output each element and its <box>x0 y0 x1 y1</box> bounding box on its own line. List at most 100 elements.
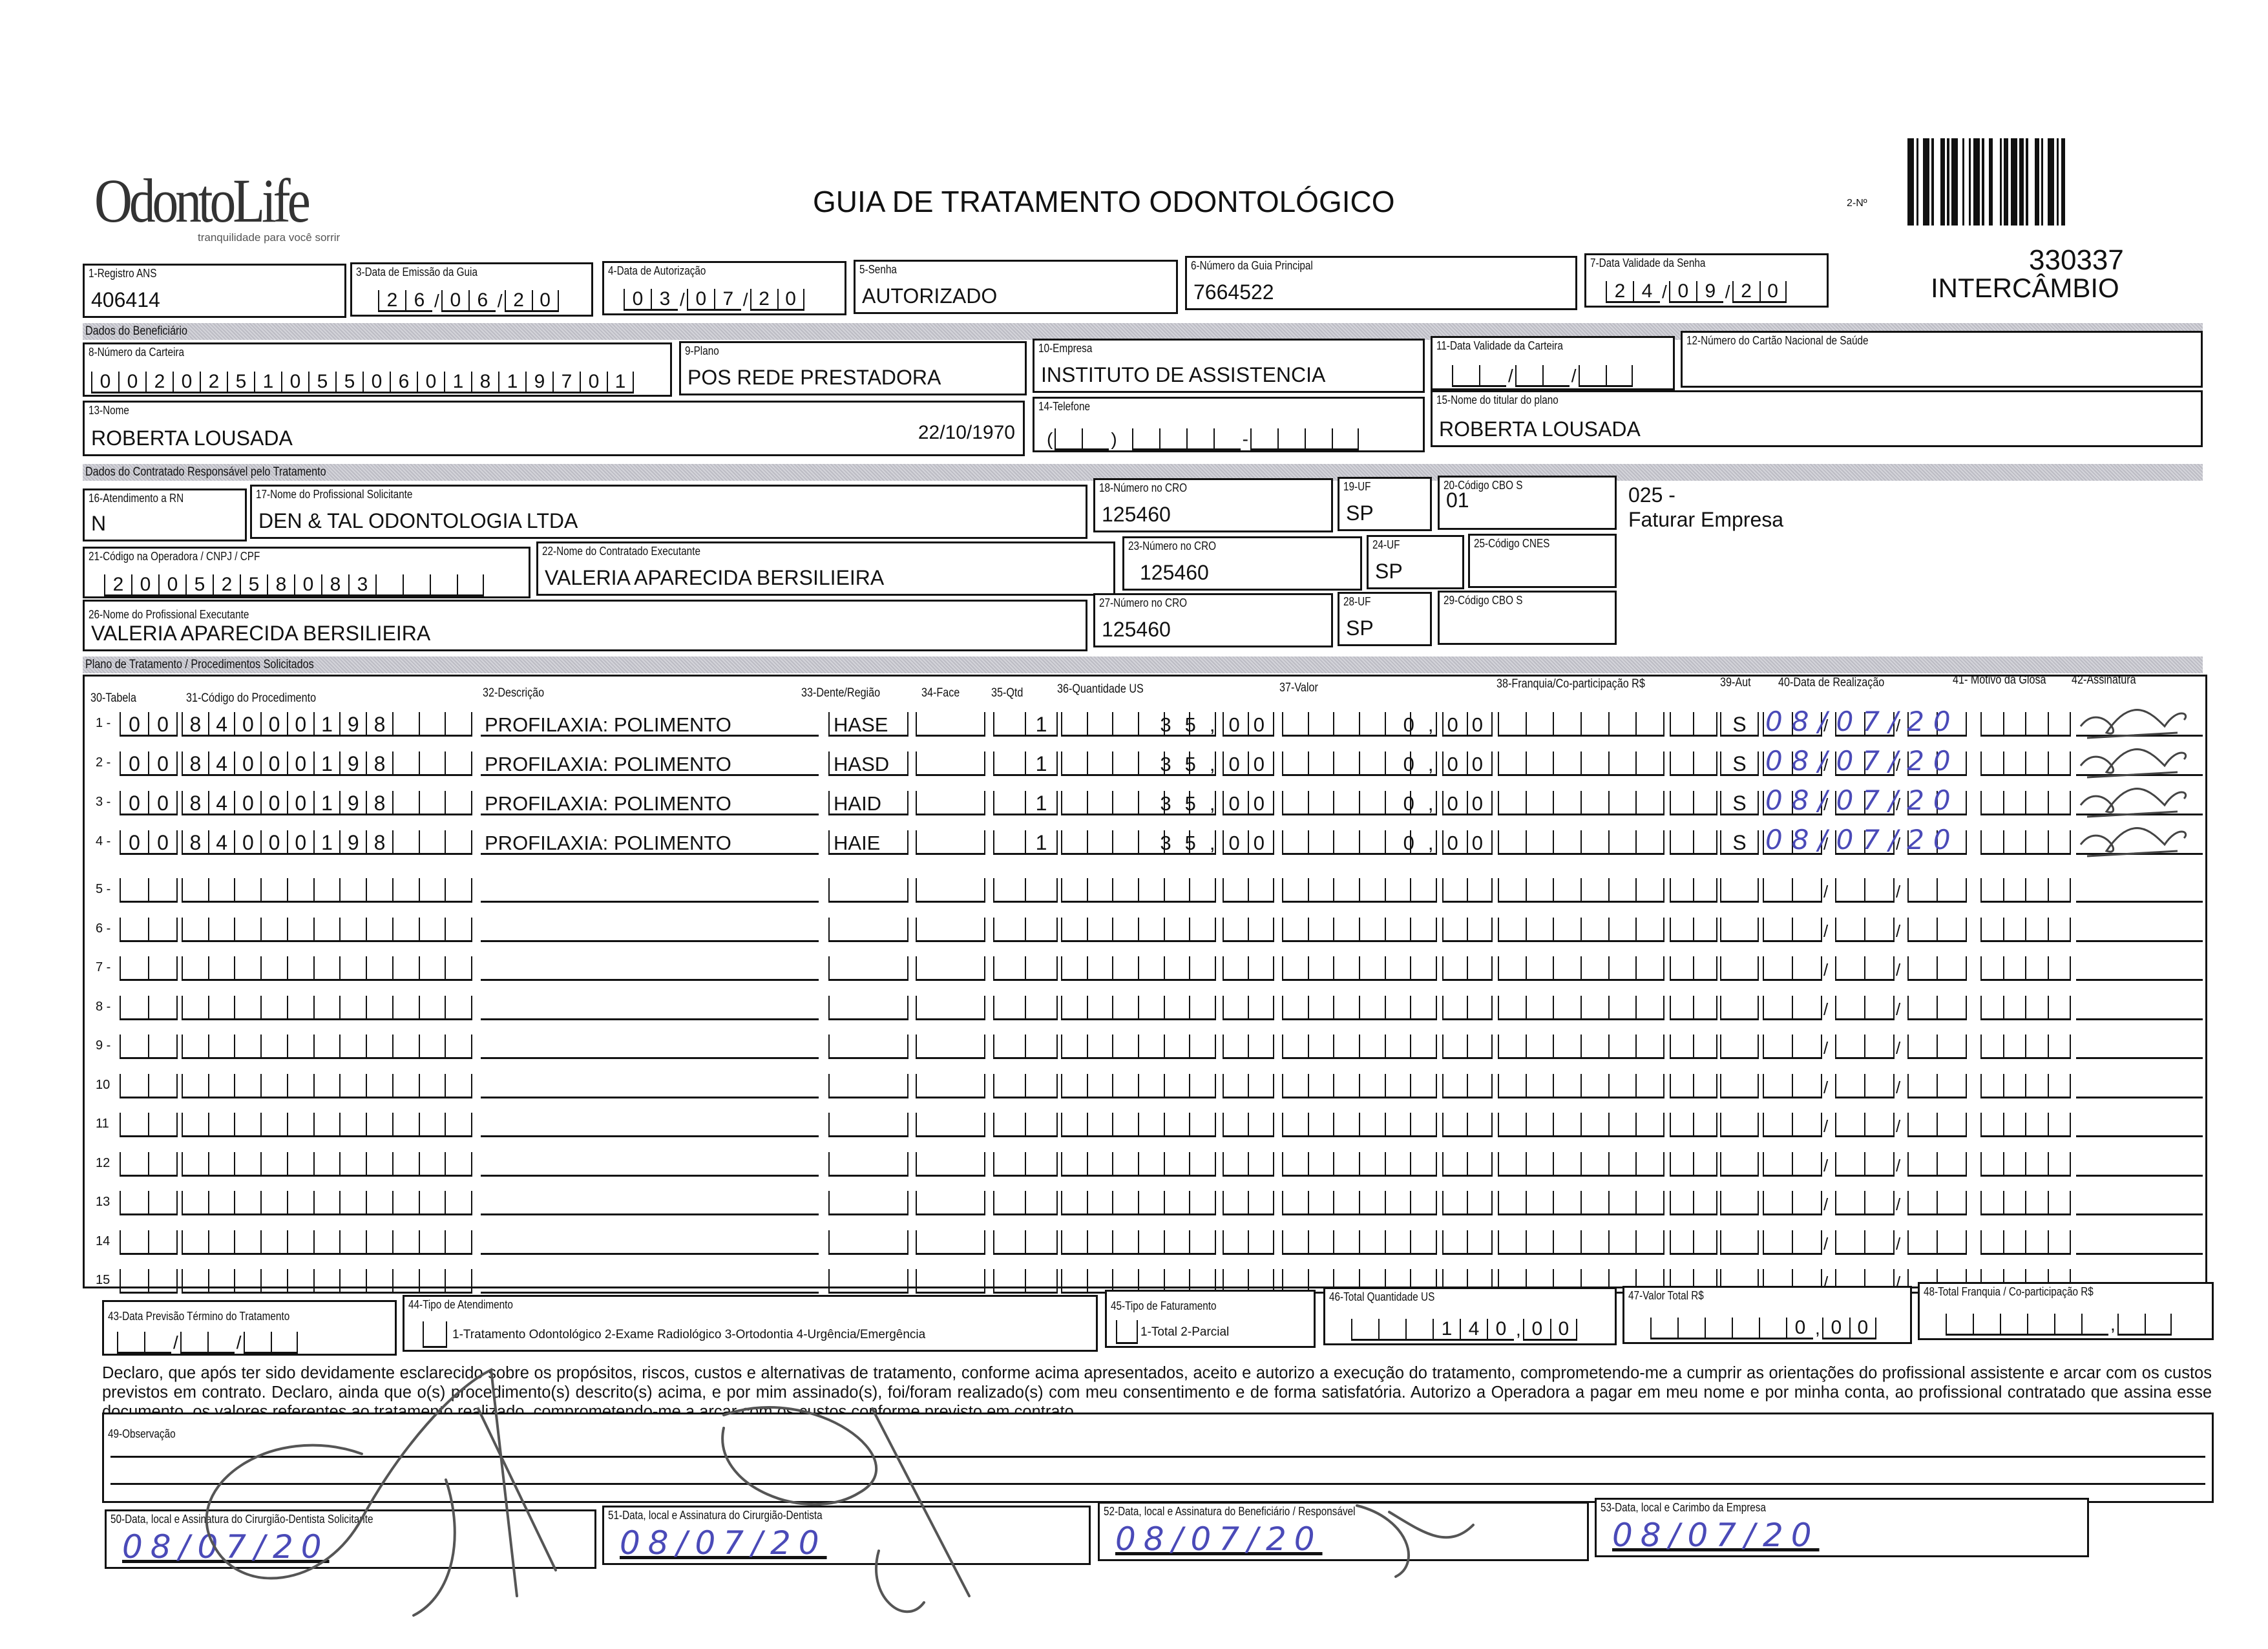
aut-cell[interactable] <box>1720 917 1759 942</box>
face-cell[interactable] <box>916 1113 985 1137</box>
data-realizacao-box[interactable] <box>1763 1073 1822 1098</box>
data-realizacao-box[interactable] <box>1835 1073 1895 1098</box>
data-realizacao-box[interactable] <box>1907 1073 1967 1098</box>
face-cell[interactable] <box>916 995 985 1020</box>
valor-box[interactable] <box>1282 956 1438 981</box>
franquia-cents-cell[interactable] <box>1670 712 1717 737</box>
data-realizacao-box[interactable] <box>1835 995 1895 1020</box>
registro-ans-value[interactable]: 406414 <box>91 288 160 311</box>
data-autorizacao-value[interactable]: 0 3/0 7/2 0 <box>624 285 804 311</box>
descricao-cell[interactable]: PROFILAXIA: POLIMENTO <box>481 712 819 737</box>
codigo-cell[interactable] <box>182 1035 473 1059</box>
aut-cell[interactable] <box>1720 1073 1759 1098</box>
aut-cell[interactable] <box>1720 995 1759 1020</box>
glosa-cell[interactable] <box>1980 791 2071 815</box>
cbo-20-value[interactable]: 01 <box>1446 488 1469 512</box>
qtd-us-cents-box[interactable] <box>1223 917 1274 942</box>
qtd-us-box[interactable] <box>1061 878 1217 903</box>
valor-box[interactable] <box>1282 751 1438 776</box>
data-realizacao-box[interactable] <box>1763 917 1822 942</box>
aut-cell[interactable] <box>1720 1035 1759 1059</box>
data-realizacao-box[interactable] <box>1763 1191 1822 1215</box>
atendimento-rn-value[interactable]: N <box>91 512 107 535</box>
qtd-cell[interactable] <box>993 1191 1058 1215</box>
nome-value[interactable]: ROBERTA LOUSADA <box>91 426 293 450</box>
qtd-cell[interactable]: 1 <box>993 791 1058 815</box>
franquia-cell[interactable] <box>1498 791 1665 815</box>
face-cell[interactable] <box>916 1151 985 1177</box>
descricao-cell[interactable] <box>481 1035 819 1059</box>
codigo-cell[interactable] <box>182 917 473 942</box>
aut-cell[interactable]: S <box>1720 791 1759 815</box>
franquia-cents-cell[interactable] <box>1670 1073 1717 1098</box>
valor-box[interactable] <box>1282 1073 1438 1098</box>
face-cell[interactable] <box>916 1035 985 1059</box>
codigo-cell[interactable] <box>182 995 473 1020</box>
valor-box[interactable] <box>1282 1230 1438 1255</box>
franquia-cents-cell[interactable] <box>1670 830 1717 855</box>
tabela-cell[interactable] <box>120 878 178 903</box>
assinatura-cell[interactable] <box>2076 878 2203 903</box>
cro-23-value[interactable]: 125460 <box>1140 561 1209 584</box>
dente-cell[interactable] <box>828 1151 908 1177</box>
valor-cents-box[interactable] <box>1442 878 1493 903</box>
profissional-executante-value[interactable]: VALERIA APARECIDA BERSILIEIRA <box>91 622 431 645</box>
qtd-us-box[interactable] <box>1061 1113 1217 1137</box>
descricao-cell[interactable] <box>481 956 819 981</box>
valor-box[interactable] <box>1282 995 1438 1020</box>
face-cell[interactable] <box>916 712 985 737</box>
valor-cents-box[interactable] <box>1442 956 1493 981</box>
data-realizacao-box[interactable] <box>1835 1151 1895 1177</box>
cro-18-value[interactable]: 125460 <box>1102 503 1171 526</box>
codigo-cell[interactable] <box>182 1073 473 1098</box>
data-realizacao-box[interactable] <box>1763 1151 1822 1177</box>
qtd-us-cents-box[interactable] <box>1223 1073 1274 1098</box>
tabela-cell[interactable] <box>120 1269 178 1294</box>
data-realizacao-box[interactable] <box>1907 1230 1967 1255</box>
tabela-cell[interactable] <box>120 1113 178 1137</box>
descricao-cell[interactable] <box>481 1191 819 1215</box>
descricao-cell[interactable] <box>481 996 819 1020</box>
qtd-us-box[interactable] <box>1061 830 1217 855</box>
qtd-us-cents-box[interactable] <box>1223 1113 1274 1137</box>
tabela-cell[interactable] <box>120 995 178 1020</box>
valor-cents-box[interactable] <box>1442 1151 1493 1177</box>
aut-cell[interactable] <box>1720 878 1759 903</box>
uf-24-value[interactable]: SP <box>1375 560 1403 583</box>
face-cell[interactable] <box>916 917 985 942</box>
descricao-cell[interactable] <box>481 1152 819 1177</box>
data-realizacao-box[interactable] <box>1763 712 1822 737</box>
assinatura-cell[interactable] <box>2076 830 2203 855</box>
qtd-us-cents-box[interactable] <box>1223 1191 1274 1215</box>
franquia-cents-cell[interactable] <box>1670 1191 1717 1215</box>
valor-cents-box[interactable] <box>1442 830 1493 855</box>
signature-box-52[interactable]: 52-Data, local e Assinatura do Beneficiá… <box>1098 1502 1589 1561</box>
glosa-cell[interactable] <box>1980 1035 2071 1059</box>
validade-carteira-value[interactable]: / / <box>1452 361 1633 387</box>
franquia-cell[interactable] <box>1498 1230 1665 1255</box>
data-emissao-value[interactable]: 2 6/0 6/2 0 <box>378 286 559 312</box>
field-observacao[interactable]: 49-Observação <box>102 1413 2214 1503</box>
glosa-cell[interactable] <box>1980 712 2071 737</box>
data-realizacao-box[interactable] <box>1835 751 1895 776</box>
franquia-cell[interactable] <box>1498 917 1665 942</box>
tipo-faturamento-checkbox[interactable] <box>1116 1320 1138 1344</box>
data-realizacao-box[interactable] <box>1763 956 1822 981</box>
data-realizacao-box[interactable] <box>1763 1230 1822 1255</box>
data-realizacao-box[interactable] <box>1835 878 1895 903</box>
descricao-cell[interactable] <box>481 1113 819 1137</box>
data-realizacao-box[interactable] <box>1907 917 1967 942</box>
data-realizacao-box[interactable] <box>1907 791 1967 815</box>
assinatura-cell[interactable] <box>2076 712 2203 737</box>
franquia-cents-cell[interactable] <box>1670 791 1717 815</box>
glosa-cell[interactable] <box>1980 956 2071 981</box>
guia-principal-value[interactable]: 7664522 <box>1193 280 1274 304</box>
signature-box-53[interactable]: 53-Data, local e Carimbo da Empresa 08/07… <box>1595 1498 2089 1557</box>
valor-cents-box[interactable] <box>1442 791 1493 815</box>
glosa-cell[interactable] <box>1980 1191 2071 1215</box>
data-realizacao-box[interactable] <box>1907 751 1967 776</box>
